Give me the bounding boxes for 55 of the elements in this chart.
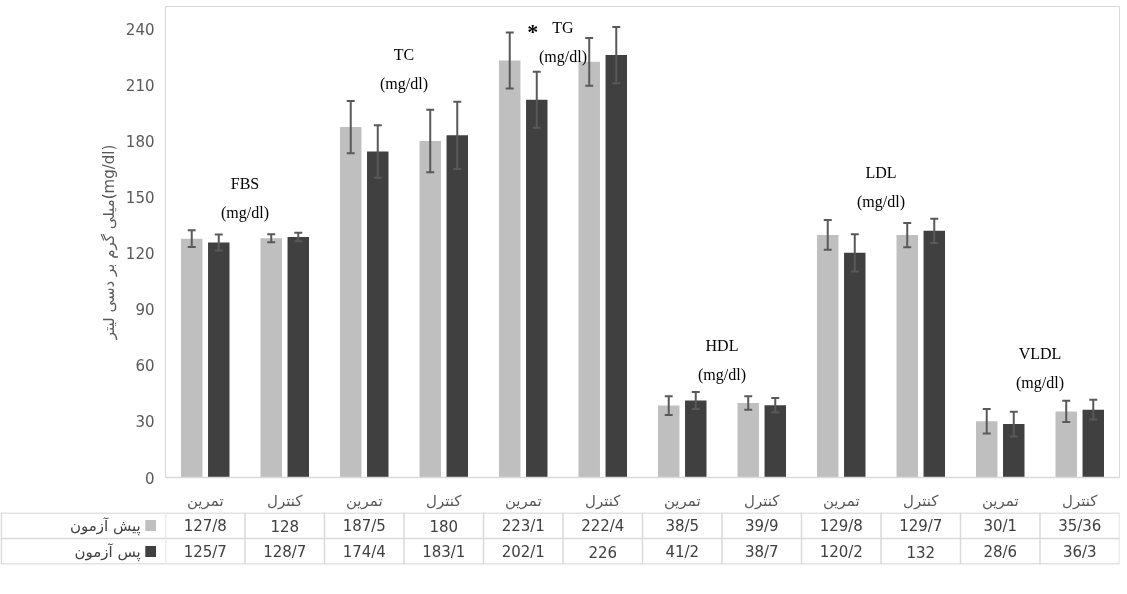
y-tick-label: 0 [144, 469, 155, 488]
data-label: 38/5 [665, 516, 700, 535]
annotation: VLDL (mg/dl) [1016, 344, 1064, 392]
x-tick-label: تمرین [504, 491, 542, 510]
x-tick-label: کنترل [1062, 491, 1099, 510]
x-tick-label: کنترل [267, 491, 304, 510]
x-tick-label: تمرین [345, 491, 383, 510]
data-label: 183/1 [422, 542, 466, 561]
annotation: TG (mg/dl) [539, 18, 587, 66]
data-label: 128 [270, 517, 300, 536]
y-tick-label: 60 [135, 357, 155, 376]
y-tick-label: 90 [135, 301, 155, 320]
data-label: 187/5 [342, 516, 386, 535]
annotation: TC (mg/dl) [380, 45, 428, 94]
data-label: 28/6 [983, 542, 1018, 561]
annotation: FBS (mg/dl) [221, 175, 269, 223]
x-tick-label: تمرین [663, 491, 701, 510]
annotation: HDL (mg/dl) [698, 336, 746, 385]
data-label: 36/3 [1062, 542, 1097, 561]
x-tick-label: تمرین [981, 491, 1019, 510]
data-label: 129/8 [819, 516, 863, 535]
data-label: 125/7 [183, 542, 227, 561]
y-tick-label: 150 [125, 189, 155, 208]
x-tick-label: کنترل [426, 491, 463, 510]
annotation: LDL (mg/dl) [857, 163, 905, 211]
data-label: 128/7 [263, 542, 307, 561]
data-label: 180 [429, 517, 459, 536]
data-label: 202/1 [501, 542, 545, 561]
data-label: 132 [906, 543, 936, 562]
data-label: 35/36 [1058, 516, 1102, 535]
data-label: 30/1 [983, 516, 1018, 535]
y-tick-label: 30 [135, 413, 155, 432]
x-tick-label: کنترل [744, 491, 781, 510]
data-label: 41/2 [665, 542, 700, 561]
x-tick-label: تمرین [186, 491, 224, 510]
data-label: 226 [588, 543, 618, 562]
y-tick-label: 180 [125, 133, 155, 152]
data-label: 129/7 [899, 516, 943, 535]
x-tick-label: کنترل [585, 491, 622, 510]
x-tick-label: تمرین [822, 491, 860, 510]
data-label: 39/9 [744, 516, 779, 535]
y-tick-label: 120 [125, 245, 155, 264]
data-label: 120/2 [819, 542, 863, 561]
legend-label: پیش آزمون [69, 516, 141, 536]
annotation: * [527, 19, 539, 45]
y-tick-label: 240 [125, 20, 155, 39]
data-label: 223/1 [501, 516, 545, 535]
data-label: 174/4 [342, 542, 386, 561]
data-label: 38/7 [744, 542, 779, 561]
data-label: 222/4 [581, 516, 625, 535]
data-label: 127/8 [183, 516, 227, 535]
y-axis-title: میلی گرم بر دسی لیتر(mg/dl) [99, 144, 118, 341]
x-tick-label: کنترل [903, 491, 940, 510]
legend-label: پس آزمون [74, 542, 141, 562]
y-tick-label: 210 [125, 77, 155, 95]
